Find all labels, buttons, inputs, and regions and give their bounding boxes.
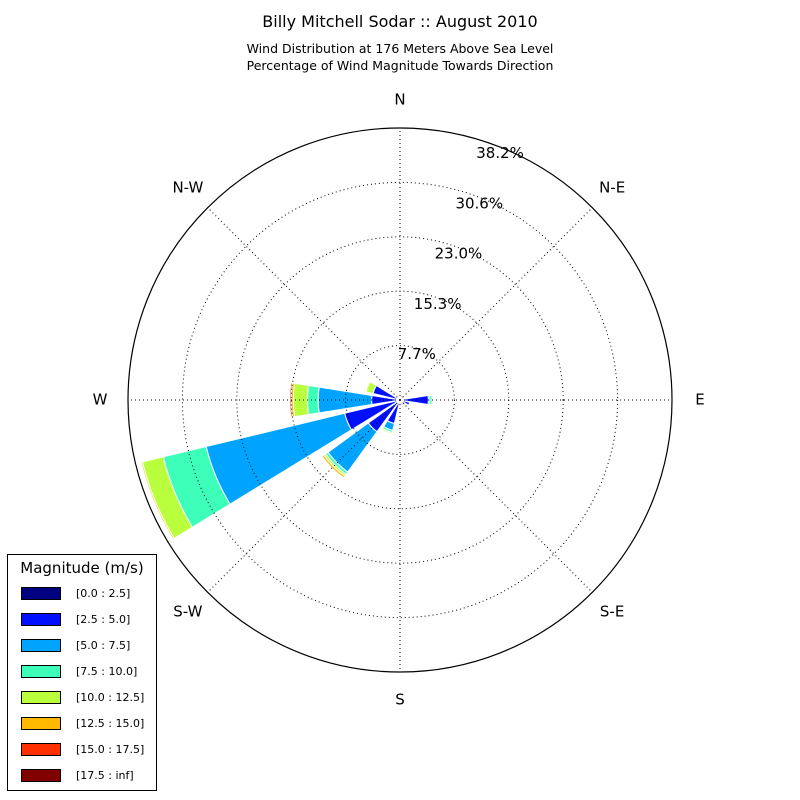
- legend-label: [2.5 : 5.0]: [76, 613, 131, 626]
- outer-circle: [127, 127, 673, 673]
- grid-circle-2: [236, 236, 564, 564]
- direction-label-s: S: [395, 691, 405, 709]
- grid-circle-0: [345, 345, 455, 455]
- radial-tick-label-0: 7.7%: [398, 345, 436, 363]
- legend-swatch: [21, 613, 61, 626]
- grid-spoke-315deg: [207, 207, 401, 401]
- legend-label: [10.0 : 12.5]: [76, 691, 145, 704]
- legend: Magnitude (m/s) [0.0 : 2.5] [2.5 : 5.0] [5…: [7, 554, 157, 791]
- legend-label: [7.5 : 10.0]: [76, 665, 138, 678]
- legend-label: [15.0 : 17.5]: [76, 743, 145, 756]
- direction-label-e: E: [695, 391, 704, 409]
- legend-swatch: [21, 665, 61, 678]
- radial-tick-labels: 7.7% 15.3% 23.0% 30.6% 38.2%: [398, 144, 524, 363]
- direction-label-s-w: S-W: [173, 603, 202, 621]
- direction-label-w: W: [93, 391, 108, 409]
- legend-swatch: [21, 717, 61, 730]
- direction-label-n: N: [394, 91, 405, 109]
- direction-label-n-w: N-W: [172, 178, 203, 196]
- legend-swatch: [21, 743, 61, 756]
- wedge-112.5deg-bin-1: [401, 400, 411, 406]
- chart-subtitle-line-2: Percentage of Wind Magnitude Towards Dir…: [246, 58, 554, 73]
- legend-swatch: [21, 769, 61, 782]
- chart-title: Billy Mitchell Sodar :: August 2010: [262, 12, 538, 31]
- wedge-90deg-bin-3: [428, 394, 433, 406]
- wedge-292.5deg-bin-4: [365, 381, 378, 395]
- radial-tick-label-1: 15.3%: [414, 295, 462, 313]
- wedge-270deg-bin-3: [306, 384, 320, 416]
- wedge-202.5deg-bin-4: [381, 427, 393, 435]
- legend-label: [12.5 : 15.0]: [76, 717, 145, 730]
- legend-label: [17.5 : inf]: [76, 769, 134, 782]
- radial-tick-label-4: 38.2%: [476, 144, 524, 162]
- legend-swatch: [21, 639, 61, 652]
- wedge-247.5deg-bin-5: [140, 461, 175, 540]
- grid-circle-3: [181, 181, 619, 619]
- legend-label: [0.0 : 2.5]: [76, 587, 131, 600]
- chart-subtitle-line-1: Wind Distribution at 176 Meters Above Se…: [246, 41, 554, 56]
- grid-spoke-225deg: [207, 399, 401, 593]
- wind-rose-wedges: [140, 381, 433, 540]
- legend-swatch: [21, 691, 61, 704]
- direction-label-s-e: S-E: [600, 603, 624, 621]
- grid-spoke-135deg: [399, 399, 593, 593]
- polar-grid: [127, 127, 673, 673]
- wedge-225deg-bin-5: [321, 454, 346, 479]
- direction-labels: N N-E E S-E S S-W W N-W: [93, 91, 705, 709]
- wedge-337.5deg-bin-1: [397, 395, 401, 399]
- legend-title: Magnitude (m/s): [20, 559, 144, 577]
- radial-tick-label-3: 30.6%: [455, 194, 503, 212]
- legend-swatch: [21, 587, 61, 600]
- radial-tick-label-2: 23.0%: [435, 245, 483, 263]
- direction-label-n-e: N-E: [599, 178, 625, 196]
- grid-spoke-45deg: [399, 207, 593, 401]
- legend-label: [5.0 : 7.5]: [76, 639, 131, 652]
